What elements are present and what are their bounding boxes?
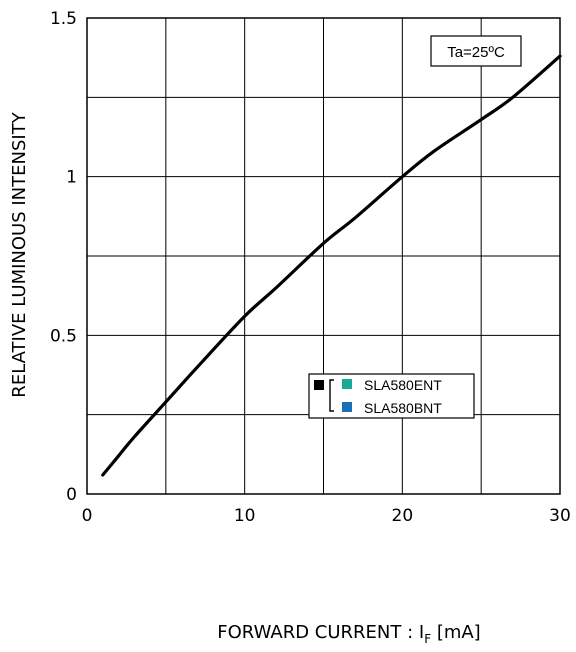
legend-marker-black xyxy=(314,380,324,390)
legend-swatch-sla580bnt xyxy=(342,402,352,412)
x-tick-label: 30 xyxy=(549,506,571,526)
legend: SLA580ENT SLA580BNT xyxy=(308,373,475,419)
y-tick-label: 1 xyxy=(66,168,77,188)
plot-frame xyxy=(86,17,561,495)
legend-bracket xyxy=(329,379,334,412)
x-tick-label: 20 xyxy=(392,506,414,526)
grid xyxy=(87,18,560,494)
annotation-box: Ta=25ºC xyxy=(430,35,522,67)
series-line-luminous-intensity xyxy=(101,54,562,477)
annotation-frame xyxy=(430,35,522,67)
series-layer xyxy=(101,54,562,477)
y-axis-title: RELATIVE LUMINOUS INTENSITY xyxy=(9,111,30,397)
annotation-text: Ta=25ºC xyxy=(447,44,505,61)
x-tick-label: 10 xyxy=(234,506,256,526)
y-tick-label: 1.5 xyxy=(50,9,77,29)
legend-label-sla580ent: SLA580ENT xyxy=(364,377,442,393)
tick-labels: 0 10 20 30 0 0.5 1 1.5 xyxy=(50,9,571,526)
y-tick-label: 0.5 xyxy=(50,326,77,346)
x-axis-title-unit: [mA] xyxy=(431,622,481,643)
legend-swatch-sla580ent xyxy=(342,379,352,389)
legend-label-sla580bnt: SLA580BNT xyxy=(364,400,442,416)
x-axis-title-subscript: F xyxy=(424,632,431,646)
x-tick-label: 0 xyxy=(82,506,93,526)
x-axis-title: FORWARD CURRENT : IF [mA] xyxy=(217,622,480,646)
y-tick-label: 0 xyxy=(66,485,77,505)
legend-frame xyxy=(308,373,475,419)
x-axis-title-main: FORWARD CURRENT : I xyxy=(217,622,424,643)
